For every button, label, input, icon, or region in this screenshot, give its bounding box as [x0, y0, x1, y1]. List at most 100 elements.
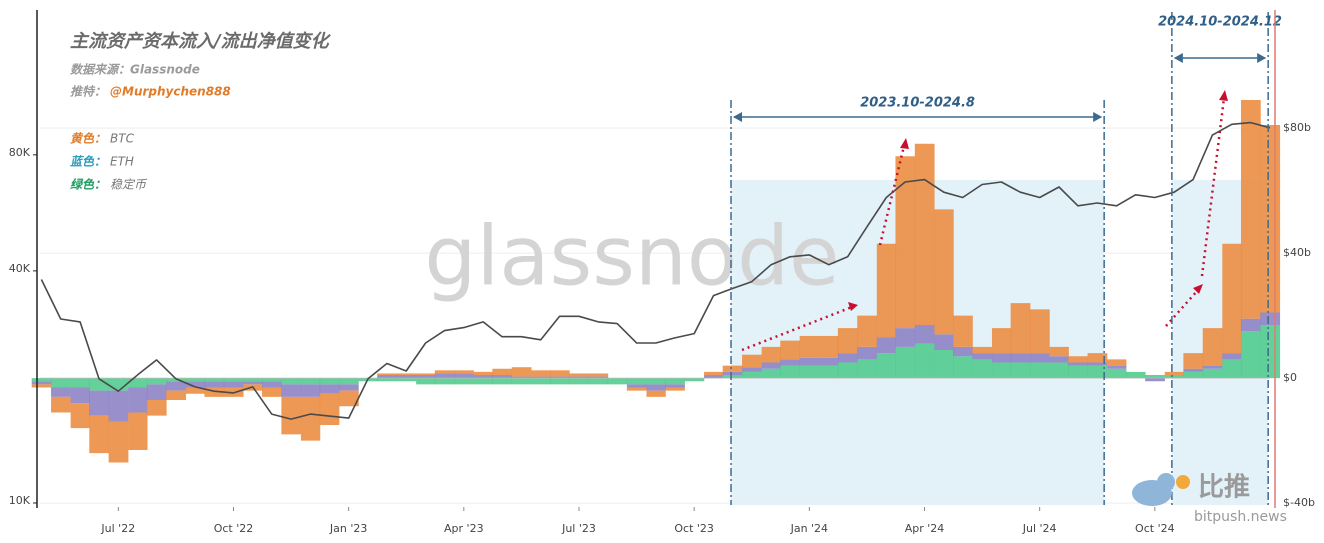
flow-bar [1202, 368, 1223, 379]
flow-bar [953, 356, 973, 379]
x-tick-label: Jan '23 [329, 522, 367, 535]
x-tick-label: Jul '22 [100, 522, 135, 535]
x-tick-label: Jul '24 [1022, 522, 1057, 535]
flow-bar [1222, 353, 1242, 360]
flow-bar [1049, 362, 1069, 379]
flow-bar [742, 367, 762, 372]
flow-bar [780, 340, 801, 360]
flow-bar [128, 412, 148, 450]
flow-bar [531, 378, 551, 385]
y2-tick-label: $80b [1283, 121, 1311, 134]
legend: 黄色： BTC 蓝色： ETH 绿色： 稳定币 [70, 132, 148, 192]
flow-bar [1068, 362, 1088, 366]
x-tick-label: Jul '23 [561, 522, 596, 535]
flow-bar [1164, 371, 1185, 375]
flow-bar [338, 390, 359, 407]
flow-bar [665, 387, 685, 391]
flow-bar [1145, 375, 1165, 379]
flow-bar [934, 209, 954, 335]
flow-bar [972, 359, 993, 379]
flow-bar [1260, 125, 1281, 313]
flow-bar [300, 396, 321, 441]
flow-bar [511, 378, 532, 385]
flow-bar [166, 381, 186, 391]
arrow-heads [848, 90, 1228, 311]
flow-bar [511, 367, 532, 377]
flow-bar [1010, 362, 1031, 379]
flow-bar [108, 390, 129, 422]
flow-bar [281, 384, 302, 397]
flow-bar [70, 403, 90, 429]
flow-bar [742, 371, 762, 379]
flow-bar [1260, 325, 1281, 379]
flow-bar [146, 378, 167, 385]
y2-tick-label: $40b [1283, 246, 1311, 259]
flow-bar [146, 384, 167, 400]
flow-bar [914, 143, 935, 325]
flow-bar [454, 378, 474, 385]
flow-bar [837, 328, 858, 354]
flow-bar [396, 375, 417, 379]
flow-bar [1240, 100, 1261, 319]
flow-bar [31, 381, 52, 385]
flow-bar [1029, 309, 1050, 354]
arrow-head [1193, 284, 1203, 294]
flow-bar [819, 335, 839, 358]
flow-bar [626, 378, 647, 385]
flow-bar [531, 376, 551, 379]
flow-bar [972, 346, 993, 354]
flow-bar [857, 359, 877, 379]
flow-bar [1068, 365, 1088, 379]
flow-bar [473, 371, 494, 375]
flow-bar [626, 384, 647, 388]
flow-bar [914, 325, 935, 344]
flow-bar [434, 378, 455, 385]
flow-bar [799, 335, 820, 358]
flow-bar [70, 378, 90, 388]
flow-bar [1068, 356, 1088, 363]
flow-bar [396, 378, 417, 382]
flow-bar [704, 371, 724, 375]
flow-bar [89, 378, 110, 391]
flow-bar [377, 375, 397, 379]
arrow-head [900, 138, 909, 149]
flow-bar [684, 378, 705, 382]
flow-bar [588, 376, 609, 379]
flow-bar [454, 373, 474, 379]
flow-bar [646, 378, 666, 385]
flow-bar [549, 376, 570, 379]
source: 数据来源：Glassnode [70, 63, 200, 77]
flow-bar [319, 378, 340, 385]
flow-bar [1164, 375, 1185, 379]
flow-bar [895, 156, 916, 329]
flow-bar [1087, 362, 1108, 366]
flow-bar [876, 353, 897, 379]
flow-bar [704, 375, 724, 379]
flow-bar [722, 371, 743, 375]
logo-text: 比推 [1198, 473, 1250, 503]
flow-bar [646, 384, 666, 391]
flow-bar [934, 350, 954, 379]
flow-bar [492, 375, 513, 379]
flow-bar [646, 390, 666, 397]
arrow-head [1219, 90, 1228, 101]
flow-bar [262, 378, 282, 382]
flow-bar [780, 359, 801, 366]
flow-bar [569, 373, 590, 377]
flow-bar [281, 396, 302, 435]
flow-bar [223, 381, 244, 388]
flow-bar [1087, 353, 1108, 363]
legend-label: 稳定币 [110, 178, 148, 192]
x-tick-label: Oct '23 [674, 522, 714, 535]
flow-bar [742, 354, 762, 368]
flow-bar [128, 387, 148, 413]
flow-bar [1029, 353, 1050, 363]
flow-bar [1125, 371, 1146, 379]
flow-bar [876, 243, 897, 338]
flow-bar [204, 378, 225, 382]
flow-bar [895, 346, 916, 379]
x-tick-label: Jan '24 [790, 522, 828, 535]
flow-bar [991, 353, 1012, 363]
flow-bar [1183, 368, 1204, 372]
